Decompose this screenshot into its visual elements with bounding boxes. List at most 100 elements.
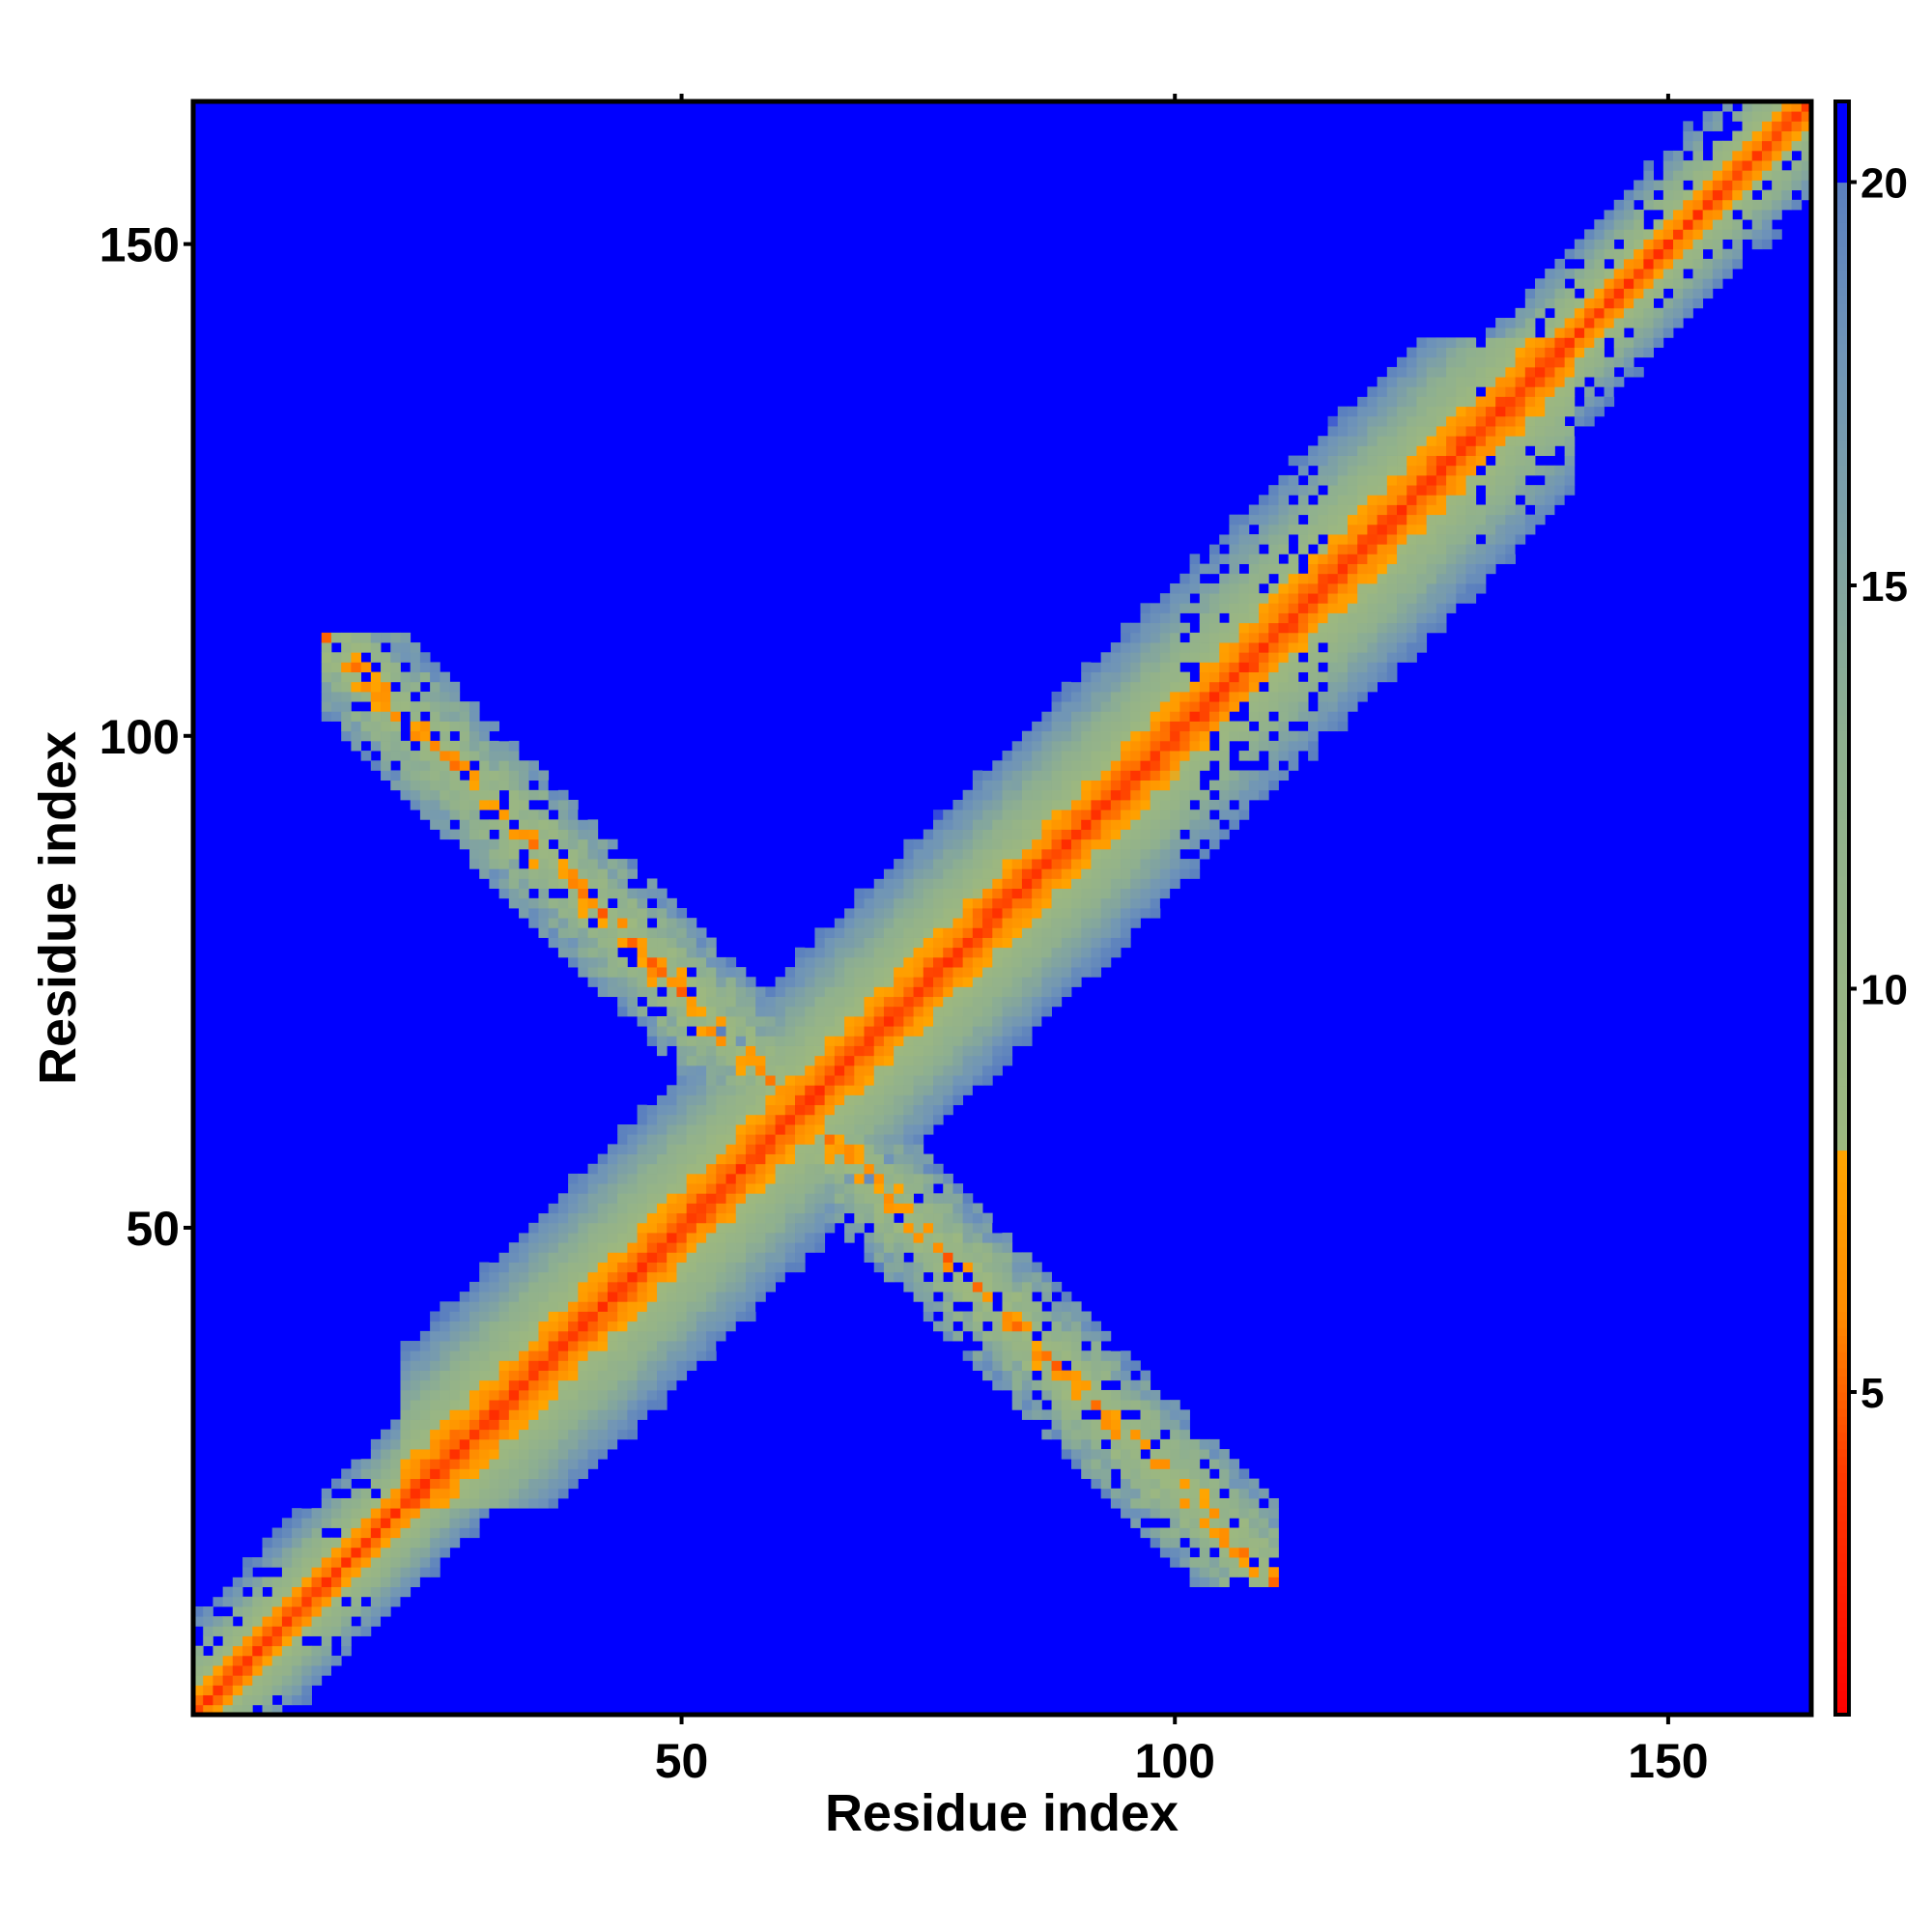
- heatmap-cell: [1179, 573, 1190, 584]
- heatmap-cell: [814, 1173, 826, 1184]
- heatmap-cell: [1199, 730, 1210, 742]
- heatmap-cell: [1515, 337, 1526, 348]
- heatmap-cell: [913, 937, 924, 949]
- heatmap-cell: [824, 1104, 836, 1116]
- heatmap-cell: [489, 1341, 500, 1351]
- heatmap-cell: [370, 1616, 382, 1627]
- heatmap-cell: [637, 1379, 648, 1391]
- heatmap-cell: [370, 691, 382, 702]
- heatmap-cell: [617, 1301, 628, 1312]
- heatmap-cell: [962, 1055, 974, 1066]
- heatmap-cell: [637, 1321, 648, 1332]
- heatmap-cell: [646, 1350, 658, 1361]
- heatmap-cell: [1081, 662, 1092, 673]
- heatmap-cell: [1021, 927, 1033, 938]
- heatmap-cell: [1406, 544, 1417, 554]
- heatmap-cell: [676, 996, 688, 1008]
- heatmap-cell: [449, 681, 461, 693]
- heatmap-cell: [1208, 691, 1220, 702]
- heatmap-cell: [430, 1497, 440, 1509]
- heatmap-cell: [1347, 573, 1358, 584]
- heatmap-cell: [824, 1212, 836, 1224]
- heatmap-cell: [1140, 1370, 1151, 1381]
- heatmap-cell: [597, 1262, 609, 1273]
- heatmap-cell: [252, 1586, 263, 1598]
- heatmap-cell: [330, 671, 342, 683]
- heatmap-cell: [370, 760, 382, 771]
- heatmap-cell: [1416, 337, 1428, 348]
- heatmap-cell: [1554, 406, 1566, 417]
- heatmap-cell: [1229, 1488, 1240, 1499]
- heatmap-cell: [1140, 1429, 1151, 1440]
- heatmap-cell: [370, 1518, 382, 1528]
- heatmap-cell: [519, 1497, 529, 1509]
- heatmap-cell: [1100, 927, 1112, 938]
- heatmap-cell: [873, 1094, 885, 1106]
- heatmap-cell: [1100, 1360, 1112, 1371]
- heatmap-cell: [706, 1085, 717, 1095]
- heatmap-cell: [864, 986, 875, 998]
- heatmap-cell: [1219, 1547, 1230, 1558]
- heatmap-cell: [1021, 1379, 1033, 1391]
- heatmap-cell: [696, 1242, 707, 1253]
- heatmap-cell: [923, 996, 934, 1008]
- heatmap-cell: [1100, 671, 1112, 683]
- heatmap-cell: [1002, 1233, 1013, 1243]
- heatmap-cell: [1130, 1488, 1141, 1499]
- heatmap-cell: [982, 1045, 993, 1057]
- heatmap-cell: [1061, 691, 1072, 702]
- heatmap-cell: [449, 1508, 461, 1519]
- heatmap-cell: [1021, 789, 1033, 801]
- heatmap-cell: [1219, 622, 1230, 634]
- heatmap-cell: [992, 1006, 1003, 1017]
- heatmap-cell: [568, 927, 579, 938]
- heatmap-cell: [459, 1321, 470, 1332]
- heatmap-cell: [419, 1330, 431, 1342]
- heatmap-cell: [607, 868, 618, 879]
- heatmap-cell: [1386, 632, 1398, 643]
- heatmap-cell: [311, 1577, 323, 1588]
- heatmap-cell: [557, 1281, 569, 1293]
- heatmap-cell: [1110, 908, 1122, 919]
- heatmap-cell: [894, 967, 904, 978]
- heatmap-cell: [735, 1153, 747, 1165]
- heatmap-cell: [222, 1596, 234, 1607]
- heatmap-cell: [1426, 455, 1437, 467]
- heatmap-cell: [952, 927, 964, 938]
- heatmap-cell: [1248, 770, 1260, 781]
- heatmap-cell: [1406, 524, 1417, 535]
- heatmap-cell: [1011, 1262, 1023, 1273]
- heatmap-cell: [1268, 780, 1279, 791]
- heatmap-cell: [440, 1321, 450, 1332]
- heatmap-cell: [972, 888, 983, 899]
- heatmap-cell: [617, 1144, 628, 1154]
- heatmap-cell: [341, 1537, 352, 1548]
- heatmap-cell: [943, 1262, 953, 1273]
- heatmap-cell: [1337, 504, 1349, 516]
- heatmap-cell: [1278, 632, 1290, 643]
- heatmap-cell: [1229, 582, 1240, 594]
- heatmap-cell: [469, 789, 480, 801]
- heatmap-cell: [903, 1036, 914, 1046]
- heatmap-cell: [1318, 721, 1328, 732]
- heatmap-cell: [834, 1183, 845, 1194]
- heatmap-cell: [755, 1153, 766, 1165]
- heatmap-cell: [557, 810, 569, 820]
- heatmap-cell: [597, 1163, 609, 1175]
- heatmap-cell: [1515, 534, 1526, 545]
- heatmap-cell: [735, 1036, 747, 1046]
- heatmap-cell: [1318, 701, 1328, 712]
- heatmap-cell: [498, 1389, 510, 1401]
- heatmap-cell: [805, 1006, 815, 1017]
- heatmap-cell: [972, 937, 983, 949]
- heatmap-cell: [1208, 603, 1220, 613]
- heatmap-cell: [1446, 415, 1457, 427]
- heatmap-cell: [637, 1124, 648, 1135]
- heatmap-cell: [943, 1085, 953, 1095]
- heatmap-cell: [1416, 455, 1428, 467]
- heatmap-cell: [1189, 582, 1201, 594]
- heatmap-cell: [834, 947, 845, 958]
- heatmap-cell: [400, 770, 412, 781]
- heatmap-cell: [1081, 1419, 1092, 1431]
- heatmap-cell: [913, 1144, 924, 1154]
